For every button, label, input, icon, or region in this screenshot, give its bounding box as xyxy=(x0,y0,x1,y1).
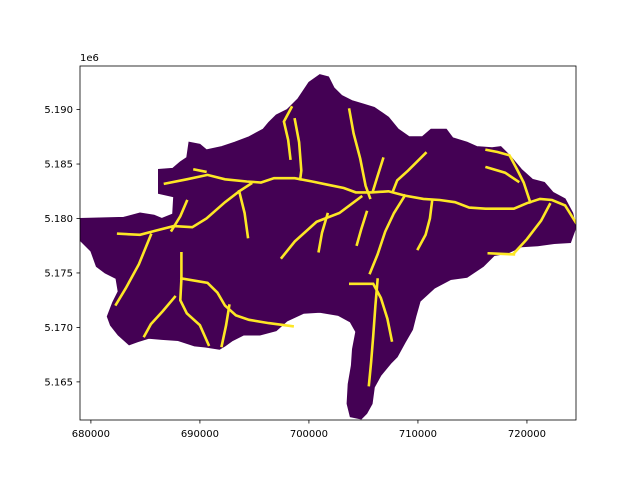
y-tick-label: 5.190 xyxy=(44,105,73,116)
stream-segment-14 xyxy=(279,194,364,260)
stream-segment-9 xyxy=(484,165,521,184)
y-tick-label: 5.170 xyxy=(44,323,73,334)
y-tick-label: 5.165 xyxy=(44,377,73,388)
stream-segment-18 xyxy=(178,252,211,347)
stream-segment-7 xyxy=(371,156,385,192)
x-tick-label: 690000 xyxy=(181,429,219,440)
stream-segment-12 xyxy=(487,251,516,256)
stream-segment-6 xyxy=(391,151,428,193)
stream-segment-10 xyxy=(416,199,434,251)
stream-segment-21 xyxy=(220,304,231,348)
stream-segment-25 xyxy=(348,282,394,343)
stream-segment-19 xyxy=(179,276,295,328)
stream-segment-15 xyxy=(317,212,330,253)
stream-segment-20 xyxy=(142,295,177,338)
plot-frame xyxy=(79,65,577,421)
stream-segment-11 xyxy=(512,202,552,256)
y-axis-offset-label: 1e6 xyxy=(80,53,99,64)
x-tick-label: 680000 xyxy=(72,429,110,440)
y-tick-label: 5.185 xyxy=(44,160,73,171)
x-tick-label: 720000 xyxy=(508,429,546,440)
stream-segment-16 xyxy=(355,210,369,247)
x-tick-label: 700000 xyxy=(290,429,328,440)
stream-segment-3 xyxy=(282,105,294,161)
stream-segment-22 xyxy=(169,199,189,233)
stream-segment-8 xyxy=(485,148,532,204)
stream-segment-23 xyxy=(237,189,250,239)
stream-segment-4 xyxy=(293,117,303,181)
stream-segment-5 xyxy=(347,108,372,200)
y-tick-label: 5.180 xyxy=(44,214,73,225)
stream-segment-1 xyxy=(163,173,576,225)
x-tick-label: 710000 xyxy=(399,429,437,440)
stream-segment-17 xyxy=(114,233,153,307)
stream-segment-2 xyxy=(116,181,253,237)
stream-segment-24 xyxy=(192,167,207,174)
stream-segment-26 xyxy=(367,278,380,387)
y-tick-label: 5.175 xyxy=(44,268,73,279)
stream-segment-13 xyxy=(368,193,407,275)
